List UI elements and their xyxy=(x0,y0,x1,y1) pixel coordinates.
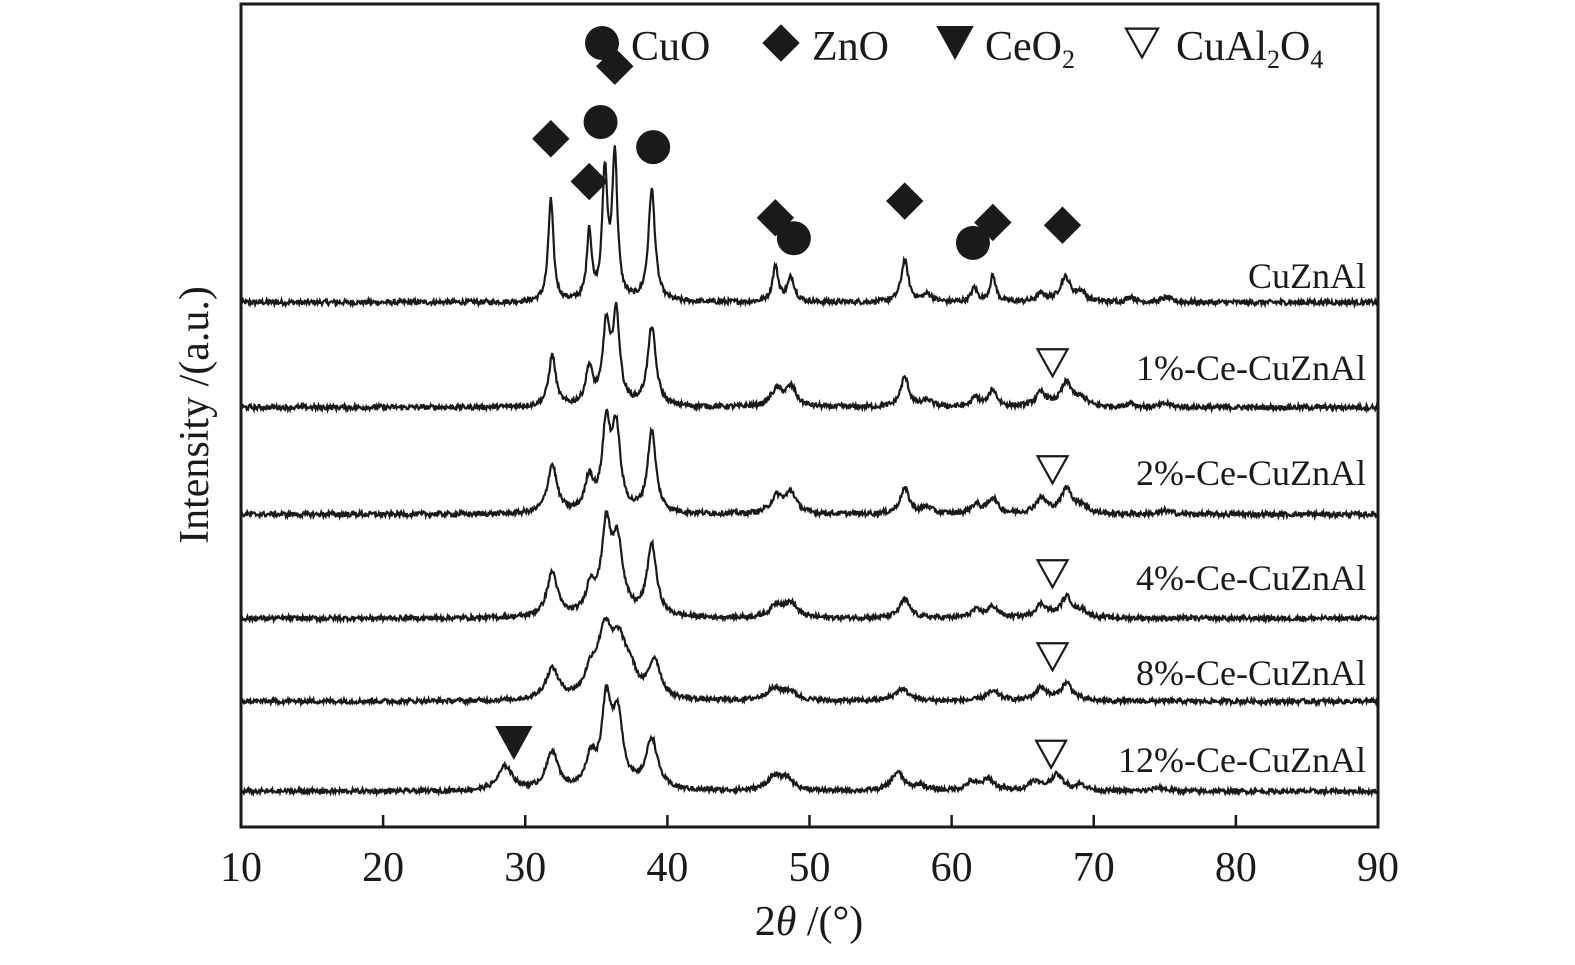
diamond-marker xyxy=(570,162,608,201)
series: 4%-Ce-CuZnAl xyxy=(240,509,1380,625)
circle-marker xyxy=(955,225,990,260)
x-tick-label: 80 xyxy=(1215,845,1257,891)
x-axis-label-prefix: 2 xyxy=(755,899,776,945)
legend-item: CuO xyxy=(585,24,710,70)
x-tick-label: 30 xyxy=(504,845,546,891)
diamond-marker xyxy=(886,182,924,220)
circle-marker xyxy=(583,105,618,139)
legend-label: CuO xyxy=(631,24,710,70)
legend: CuO ZnO CeO2 CuAl2O4 xyxy=(585,24,1323,74)
x-tick-label: 10 xyxy=(220,845,262,891)
series-label: 8%-Ce-CuZnAl xyxy=(1136,653,1366,693)
plot-frame xyxy=(239,2,1380,829)
series-label: CuZnAl xyxy=(1248,256,1366,296)
diamond-marker-legend xyxy=(762,24,800,62)
series-line xyxy=(239,145,1380,309)
series-label: 12%-Ce-CuZnAl xyxy=(1118,740,1366,780)
triangle-down-open-marker xyxy=(1035,455,1070,486)
series-line xyxy=(240,615,1379,708)
series-label: 2%-Ce-CuZnAl xyxy=(1136,453,1366,493)
diamond-marker xyxy=(532,120,570,158)
triangle-down-open-marker xyxy=(1035,348,1070,379)
circle-marker xyxy=(776,221,811,256)
series-line xyxy=(240,509,1380,625)
circle-marker xyxy=(636,130,671,165)
legend-label-main: CuAl xyxy=(1176,24,1267,70)
triangle-down-open-marker xyxy=(1035,559,1070,590)
triangle-down-open-marker xyxy=(1034,739,1068,770)
series: 8%-Ce-CuZnAl xyxy=(240,615,1379,708)
legend-label: CeO2 xyxy=(985,24,1075,74)
legend-label-subscript: 2 xyxy=(1267,45,1280,74)
legend-label-main: CeO xyxy=(985,24,1062,70)
triangle-down-open-marker xyxy=(1035,642,1070,673)
legend-item: CuAl2O4 xyxy=(1124,24,1323,74)
diamond-marker xyxy=(974,203,1012,242)
x-tick-label: 20 xyxy=(362,845,404,891)
series-label: 4%-Ce-CuZnAl xyxy=(1136,558,1366,598)
legend-item: CeO2 xyxy=(936,24,1075,74)
x-axis-label-variable: θ xyxy=(776,899,797,945)
legend-label-main: ZnO xyxy=(812,24,889,70)
series: CuZnAl xyxy=(239,47,1380,309)
legend-label-subscript: 4 xyxy=(1310,45,1323,74)
series-line xyxy=(240,683,1380,798)
x-tick-label: 60 xyxy=(931,845,973,891)
circle-marker-legend xyxy=(585,26,619,60)
series-line xyxy=(240,301,1380,414)
series: 1%-Ce-CuZnAl xyxy=(240,301,1380,414)
series-label: 1%-Ce-CuZnAl xyxy=(1136,348,1366,388)
legend-item: ZnO xyxy=(762,24,889,70)
legend-label-rest: O xyxy=(1280,24,1310,70)
x-axis-ticks: 10 20 30 40 50 60 70 80 90 xyxy=(220,815,1399,891)
x-tick-label: 90 xyxy=(1357,845,1399,891)
x-axis-label: 2θ /(°) xyxy=(755,899,864,945)
x-tick-label: 40 xyxy=(646,845,688,891)
diamond-marker xyxy=(1043,206,1082,244)
x-tick-label: 50 xyxy=(789,845,831,891)
legend-label-subscript: 2 xyxy=(1062,45,1075,74)
legend-label-main: CuO xyxy=(631,24,710,70)
series-group: CuZnAl 1%-Ce-CuZnAl 2%-Ce-CuZnAl 4%-Ce-CuZn… xyxy=(239,47,1380,798)
legend-label: CuAl2O4 xyxy=(1176,24,1323,74)
triangle-down-open-marker-legend xyxy=(1124,27,1160,60)
x-tick-label: 70 xyxy=(1073,845,1115,891)
triangle-down-filled-marker xyxy=(495,726,533,761)
legend-label: ZnO xyxy=(812,24,889,70)
y-axis-label: Intensity /(a.u.) xyxy=(172,286,218,544)
diamond-marker xyxy=(596,47,634,85)
series: 2%-Ce-CuZnAl xyxy=(240,408,1379,522)
triangle-down-filled-marker-legend xyxy=(936,26,974,60)
x-axis-label-unit: /(°) xyxy=(796,899,863,945)
series-line xyxy=(240,408,1379,522)
series: 12%-Ce-CuZnAl xyxy=(240,683,1380,798)
